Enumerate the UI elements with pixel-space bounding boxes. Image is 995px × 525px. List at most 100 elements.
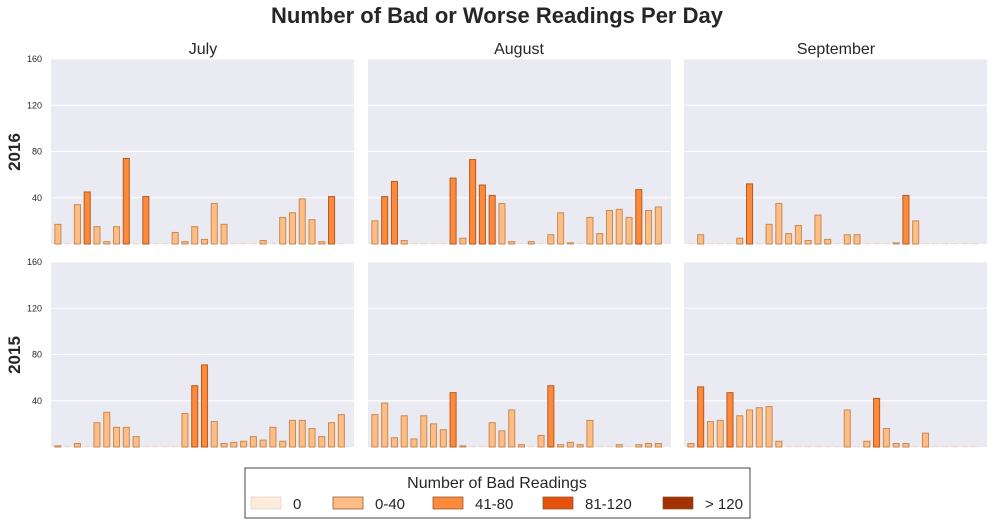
bar bbox=[726, 242, 734, 245]
bar bbox=[707, 242, 714, 245]
bar bbox=[54, 223, 62, 245]
bar bbox=[162, 242, 169, 245]
bar bbox=[230, 242, 238, 245]
bar bbox=[103, 241, 111, 245]
bar bbox=[132, 242, 140, 245]
column-title-august: August bbox=[494, 41, 544, 58]
bar bbox=[736, 237, 744, 245]
bar bbox=[288, 212, 297, 245]
bar bbox=[488, 194, 496, 245]
bar bbox=[249, 436, 257, 448]
bar bbox=[756, 242, 763, 245]
bar bbox=[932, 242, 939, 245]
bar bbox=[113, 226, 121, 245]
legend-swatch bbox=[542, 496, 574, 510]
bar bbox=[191, 226, 199, 245]
legend-swatch bbox=[332, 496, 364, 510]
bar bbox=[785, 446, 792, 448]
bar bbox=[726, 392, 734, 448]
bar bbox=[171, 446, 179, 448]
y-tick-label: 80 bbox=[32, 147, 42, 157]
legend-label: 0 bbox=[293, 496, 301, 513]
y-tick-label: 40 bbox=[32, 396, 42, 406]
bar bbox=[941, 446, 949, 448]
bar bbox=[259, 439, 267, 448]
bar bbox=[142, 196, 150, 245]
bar bbox=[430, 242, 437, 245]
bar bbox=[371, 414, 379, 448]
bar bbox=[971, 446, 978, 448]
bar bbox=[883, 242, 890, 245]
bar bbox=[635, 189, 643, 245]
bar bbox=[687, 242, 695, 245]
bar bbox=[596, 233, 604, 245]
bar bbox=[873, 242, 880, 245]
bar bbox=[259, 240, 267, 245]
legend-swatch bbox=[250, 496, 282, 510]
panel-july-2016: 40 80 120 160 bbox=[27, 54, 354, 245]
bar bbox=[795, 446, 802, 448]
y-tick-label: 40 bbox=[32, 193, 42, 203]
y-tick-label: 120 bbox=[27, 303, 42, 313]
bar bbox=[488, 422, 496, 448]
bar bbox=[697, 234, 705, 245]
bar bbox=[645, 443, 653, 448]
bar bbox=[951, 242, 959, 245]
facet-panels: 40 80 120 160 40 80 120 160 bbox=[27, 54, 987, 448]
bar bbox=[912, 220, 920, 245]
bar bbox=[961, 242, 968, 245]
bar bbox=[576, 242, 584, 245]
legend-title: Number of Bad Readings bbox=[407, 475, 587, 492]
bar bbox=[498, 203, 506, 245]
bar bbox=[298, 198, 306, 245]
bar bbox=[469, 446, 476, 448]
bar bbox=[951, 446, 959, 448]
bar bbox=[132, 436, 140, 448]
legend-swatch bbox=[662, 496, 694, 510]
bar bbox=[716, 419, 724, 448]
bar bbox=[308, 428, 316, 448]
bar bbox=[318, 241, 326, 245]
panel-august-2016 bbox=[368, 58, 671, 245]
panel-july-2015: 40 80 120 160 bbox=[27, 257, 354, 448]
bar bbox=[902, 194, 910, 245]
bar bbox=[863, 440, 871, 448]
bar bbox=[625, 216, 633, 245]
bar bbox=[439, 429, 447, 448]
legend-label: > 120 bbox=[705, 496, 743, 513]
bar bbox=[635, 444, 643, 448]
bar bbox=[557, 212, 565, 245]
bar bbox=[54, 445, 62, 448]
bar bbox=[478, 184, 486, 245]
bar bbox=[479, 446, 486, 448]
bar bbox=[971, 242, 978, 245]
bar bbox=[240, 242, 247, 245]
bar bbox=[814, 214, 822, 245]
bar bbox=[410, 242, 418, 245]
y-tick-label: 160 bbox=[27, 54, 42, 64]
bar bbox=[892, 443, 900, 448]
panel-august-2015 bbox=[368, 261, 671, 448]
bar bbox=[93, 422, 101, 448]
bar bbox=[122, 157, 130, 245]
bar bbox=[390, 181, 398, 245]
bar bbox=[93, 226, 101, 245]
bar bbox=[152, 446, 159, 448]
legend-label: 81-120 bbox=[585, 496, 632, 513]
bar bbox=[586, 216, 594, 245]
bar bbox=[645, 209, 653, 245]
bar bbox=[804, 240, 812, 245]
bar bbox=[547, 234, 555, 245]
bar bbox=[381, 196, 389, 245]
panel-september-2015 bbox=[684, 261, 987, 448]
y-tick-label: 160 bbox=[27, 257, 42, 267]
bar bbox=[961, 446, 968, 448]
bar bbox=[785, 233, 793, 245]
legend: Number of Bad Readings 0 0-40 41-80 81-120 >… bbox=[244, 467, 751, 519]
bar bbox=[142, 446, 150, 448]
bar bbox=[269, 426, 277, 448]
bar bbox=[736, 415, 744, 448]
bar bbox=[449, 392, 457, 448]
bar bbox=[566, 441, 574, 448]
